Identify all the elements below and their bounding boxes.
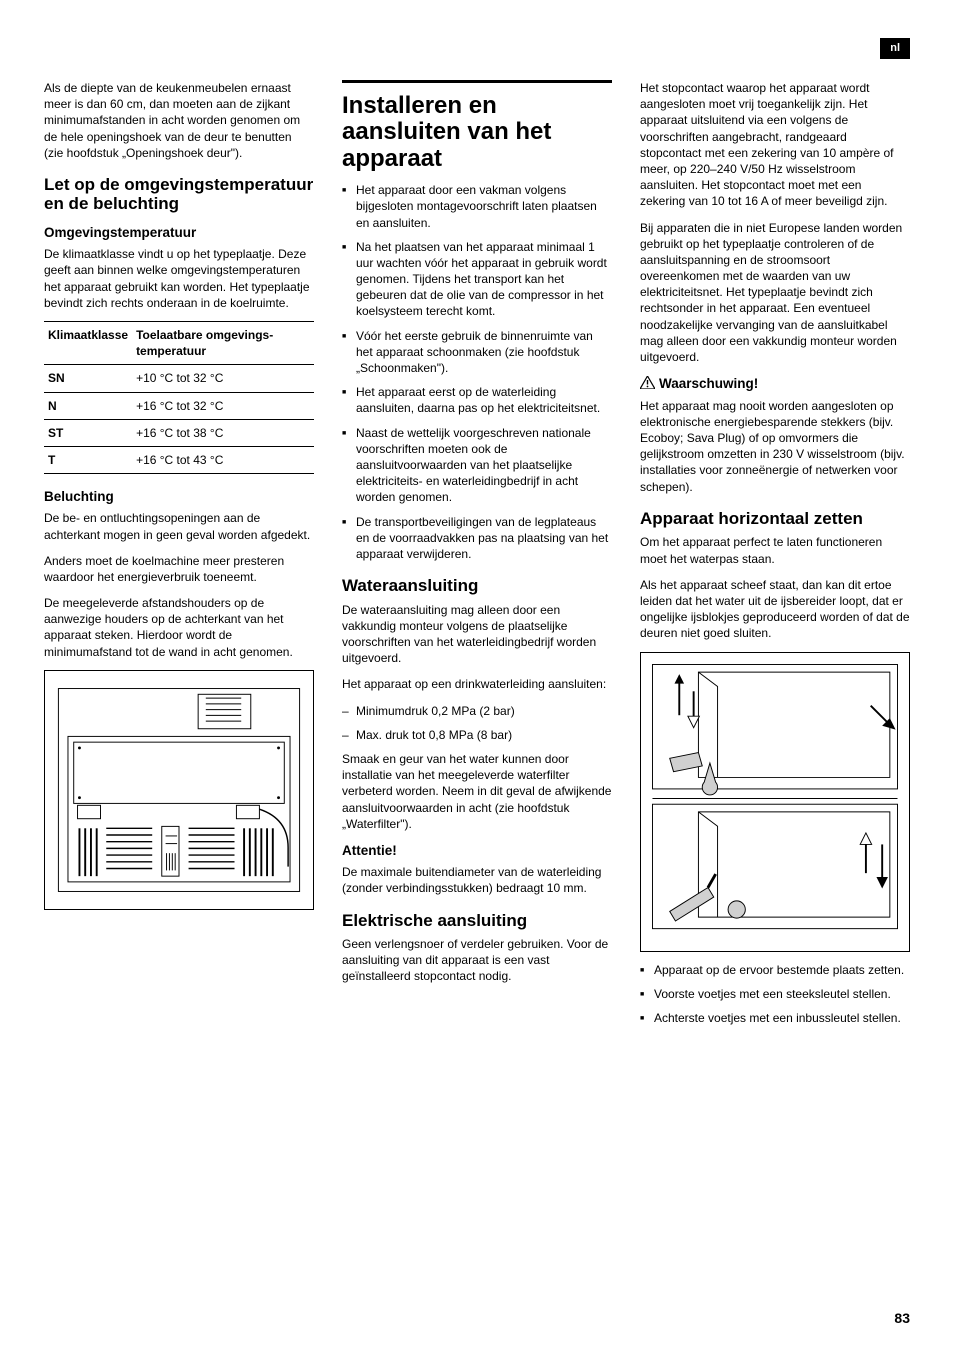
table-head-class: Klimaatklasse — [44, 322, 132, 365]
elec-p3: Bij apparaten die in niet Europese lande… — [640, 220, 910, 366]
climate-class-table: Klimaatklasse Toelaatbare omgevings-temp… — [44, 321, 314, 474]
list-item: Het apparaat eerst op de waterleiding aa… — [342, 384, 612, 416]
heading-water: Wateraansluiting — [342, 576, 612, 596]
ventilation-p1: De be- en ontluchtingsopeningen aan de a… — [44, 510, 314, 542]
figure-back-panel — [44, 670, 314, 910]
heading-ambient: Let op de omgevingstemperatuur en de bel… — [44, 175, 314, 214]
list-item: Apparaat op de ervoor bestemde plaats ze… — [640, 962, 910, 978]
warning-icon — [640, 376, 655, 394]
elec-p2: Het stopcontact waarop het apparaat word… — [640, 80, 910, 210]
list-item: Voorste voetjes met een steeksleutel ste… — [640, 986, 910, 1002]
elec-p1: Geen verlengsnoer of verdeler gebruiken.… — [342, 936, 612, 985]
level-p2: Als het apparaat scheef staat, dan kan d… — [640, 577, 910, 642]
table-row: N +16 °C tot 32 °C — [44, 392, 314, 419]
table-head-temp: Toelaatbare omgevings-temperatuur — [132, 322, 314, 365]
main-heading: Installeren en aansluiten van het appara… — [342, 93, 612, 172]
column-1: Als de diepte van de keukenmeubelen erna… — [44, 80, 314, 1034]
ventilation-p3: De meegeleverde afstandshouders op de aa… — [44, 595, 314, 660]
warning-label: Waarschuwing! — [659, 376, 758, 391]
list-item: De transportbeveiligingen van de legplat… — [342, 514, 612, 563]
list-item: Achterste voetjes met een inbussleutel s… — [640, 1010, 910, 1026]
table-row: ST +16 °C tot 38 °C — [44, 419, 314, 446]
cell: +16 °C tot 32 °C — [132, 392, 314, 419]
cell: ST — [44, 419, 132, 446]
list-item: Naast de wettelijk voorgeschreven nation… — [342, 425, 612, 506]
column-2: Installeren en aansluiten van het appara… — [342, 80, 612, 1034]
ventilation-p2: Anders moet de koelmachine meer prestere… — [44, 553, 314, 585]
water-p1: De wateraansluiting mag alleen door een … — [342, 602, 612, 667]
level-bullets: Apparaat op de ervoor bestemde plaats ze… — [640, 962, 910, 1027]
level-p1: Om het apparaat perfect te laten functio… — [640, 534, 910, 566]
subheading-ventilation: Beluchting — [44, 488, 314, 506]
list-item: Vóór het eerste gebruik de binnenruimte … — [342, 328, 612, 377]
section-rule — [342, 80, 612, 83]
cell: +10 °C tot 32 °C — [132, 365, 314, 392]
intro-paragraph: Als de diepte van de keukenmeubelen erna… — [44, 80, 314, 161]
cell: +16 °C tot 38 °C — [132, 419, 314, 446]
cell: T — [44, 446, 132, 473]
cell: N — [44, 392, 132, 419]
warning-text: Het apparaat mag nooit worden aangeslote… — [640, 398, 910, 495]
heading-electrical: Elektrische aansluiting — [342, 911, 612, 931]
figure-leveling — [640, 652, 910, 952]
attentie-text: De maximale buitendiameter van de waterl… — [342, 864, 612, 896]
heading-level: Apparaat horizontaal zetten — [640, 509, 910, 529]
table-row: SN +10 °C tot 32 °C — [44, 365, 314, 392]
page-number: 83 — [894, 1309, 910, 1328]
water-p2: Het apparaat op een drinkwaterleiding aa… — [342, 676, 612, 692]
list-item: Het apparaat door een vakman volgens bij… — [342, 182, 612, 231]
cell: SN — [44, 365, 132, 392]
list-item: Max. druk tot 0,8 MPa (8 bar) — [342, 727, 612, 743]
subheading-ambient-temp: Omgevingstemperatuur — [44, 224, 314, 242]
ambient-temp-text: De klimaatklasse vindt u op het typeplaa… — [44, 246, 314, 311]
cell: +16 °C tot 43 °C — [132, 446, 314, 473]
list-item: Minimumdruk 0,2 MPa (2 bar) — [342, 703, 612, 719]
water-p3: Smaak en geur van het water kunnen door … — [342, 751, 612, 832]
page-columns: Als de diepte van de keukenmeubelen erna… — [44, 80, 910, 1034]
install-bullets: Het apparaat door een vakman volgens bij… — [342, 182, 612, 562]
attentie-label: Attentie! — [342, 842, 612, 860]
list-item: Na het plaatsen van het apparaat minimaa… — [342, 239, 612, 320]
warning-heading: Waarschuwing! — [640, 375, 910, 394]
column-3: Het stopcontact waarop het apparaat word… — [640, 80, 910, 1034]
table-row: T +16 °C tot 43 °C — [44, 446, 314, 473]
language-tab: nl — [880, 38, 910, 59]
water-list: Minimumdruk 0,2 MPa (2 bar) Max. druk to… — [342, 703, 612, 743]
